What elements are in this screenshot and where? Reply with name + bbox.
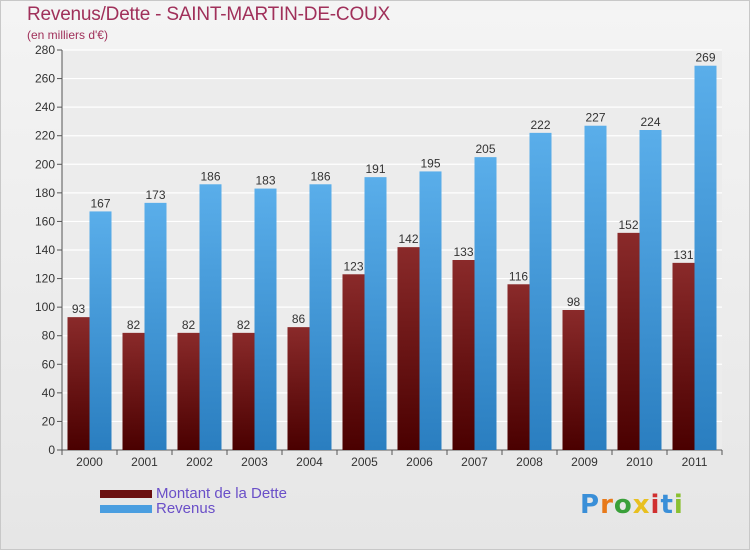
bar-dette	[122, 332, 145, 450]
x-tick-label: 2008	[516, 455, 543, 469]
legend-label-dette: Montant de la Dette	[156, 485, 287, 502]
data-label-revenus: 183	[255, 174, 275, 188]
bar-dette	[507, 284, 530, 450]
bar-dette	[562, 310, 585, 450]
logo-letter: t	[660, 490, 674, 520]
data-label-dette: 82	[182, 318, 196, 332]
data-label-revenus: 222	[530, 118, 550, 132]
x-tick-label: 2001	[131, 455, 158, 469]
data-label-dette: 82	[127, 318, 141, 332]
data-label-dette: 123	[343, 259, 363, 273]
logo-letter: i	[650, 490, 661, 520]
data-label-dette: 116	[509, 269, 528, 283]
legend-label-revenus: Revenus	[156, 500, 216, 517]
y-tick-label: 180	[35, 186, 55, 200]
x-tick-label: 2009	[571, 455, 598, 469]
bar-dette	[177, 332, 200, 450]
data-label-revenus: 173	[145, 188, 165, 202]
legend-swatch-revenus	[100, 504, 152, 513]
legend-swatch-dette	[100, 489, 152, 498]
y-tick-label: 120	[35, 272, 55, 286]
y-tick-label: 100	[35, 300, 55, 314]
x-tick-label: 2005	[351, 455, 378, 469]
x-tick-label: 2002	[186, 455, 213, 469]
x-tick-label: 2011	[682, 455, 708, 469]
data-label-dette: 152	[618, 218, 638, 232]
data-label-revenus: 191	[365, 162, 385, 176]
bar-dette	[672, 262, 695, 450]
data-label-revenus: 186	[310, 169, 330, 183]
legend-item-revenus: Revenus	[100, 500, 287, 517]
data-label-revenus: 195	[420, 156, 440, 170]
data-label-dette: 131	[673, 248, 693, 262]
logo-letter: i	[673, 490, 684, 520]
x-tick-label: 2003	[241, 455, 268, 469]
bar-revenus	[199, 184, 222, 451]
data-label-dette: 82	[237, 318, 251, 332]
bar-dette	[452, 260, 475, 450]
legend-item-dette: Montant de la Dette	[100, 485, 287, 502]
bar-dette	[617, 232, 640, 450]
bar-revenus	[89, 211, 112, 450]
y-tick-label: 260	[35, 72, 55, 86]
bar-revenus	[254, 188, 277, 451]
data-label-dette: 93	[72, 302, 86, 316]
data-label-dette: 133	[453, 245, 473, 259]
x-tick-label: 2000	[76, 455, 103, 469]
y-tick-label: 240	[35, 100, 55, 114]
x-tick-label: 2006	[406, 455, 433, 469]
chart-subtitle: (en milliers d'€)	[27, 28, 108, 42]
data-label-dette: 142	[398, 232, 418, 246]
y-tick-label: 280	[35, 43, 55, 57]
bar-revenus	[529, 132, 552, 450]
x-tick-label: 2004	[296, 455, 323, 469]
bar-revenus	[694, 65, 717, 450]
bar-dette	[397, 247, 420, 450]
bar-revenus	[474, 157, 497, 450]
y-tick-label: 200	[35, 157, 55, 171]
bar-revenus	[584, 125, 607, 450]
logo-letter: r	[600, 490, 614, 520]
data-label-dette: 86	[292, 312, 306, 326]
y-tick-label: 80	[42, 329, 56, 343]
data-label-revenus: 227	[585, 111, 605, 125]
proxiti-logo: Proxiti	[580, 490, 684, 520]
data-label-revenus: 186	[200, 169, 220, 183]
data-label-dette: 98	[567, 295, 581, 309]
y-tick-label: 60	[42, 357, 56, 371]
bar-revenus	[639, 130, 662, 450]
data-label-revenus: 269	[695, 51, 715, 65]
bar-dette	[232, 332, 255, 450]
logo-letter: P	[580, 490, 601, 520]
bar-revenus	[364, 177, 387, 450]
logo-letter: o	[613, 490, 633, 520]
bar-dette	[342, 274, 365, 450]
y-tick-label: 140	[35, 243, 55, 257]
chart-title: Revenus/Dette - SAINT-MARTIN-DE-COUX	[27, 4, 391, 25]
logo-letter: x	[632, 490, 651, 520]
bar-revenus	[144, 202, 167, 450]
bar-dette	[67, 317, 90, 450]
data-label-revenus: 167	[90, 196, 110, 210]
legend: Montant de la Dette Revenus	[100, 485, 287, 517]
y-tick-label: 220	[35, 129, 55, 143]
data-label-revenus: 205	[475, 142, 495, 156]
x-tick-label: 2007	[461, 455, 488, 469]
data-label-revenus: 224	[640, 115, 660, 129]
x-tick-label: 2010	[626, 455, 653, 469]
y-tick-label: 0	[48, 443, 55, 457]
bar-revenus	[419, 171, 442, 450]
y-tick-label: 160	[35, 214, 55, 228]
bar-dette	[287, 327, 310, 450]
y-tick-label: 40	[42, 386, 56, 400]
bar-revenus	[309, 184, 332, 451]
y-tick-label: 20	[42, 414, 56, 428]
